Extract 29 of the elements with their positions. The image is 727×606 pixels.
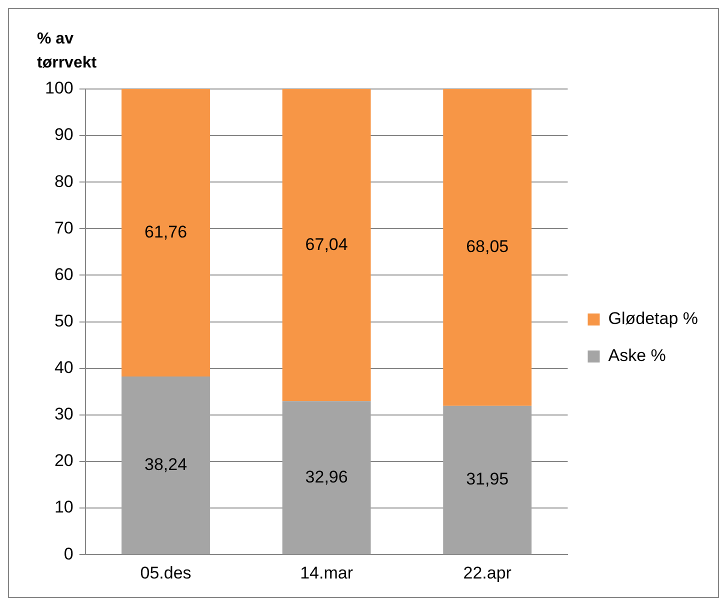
legend-label: Glødetap % <box>608 309 698 328</box>
y-tick-label: 90 <box>54 125 74 144</box>
y-tick-label: 40 <box>54 358 74 378</box>
data-label: 31,95 <box>466 470 509 489</box>
y-tick-label: 20 <box>54 451 74 470</box>
y-axis-title: % av tørrvekt <box>37 30 98 72</box>
bar <box>122 376 210 554</box>
bar <box>282 401 371 554</box>
y-tick-label: 50 <box>54 311 74 330</box>
y-tick-label: 70 <box>54 218 74 238</box>
x-tick-label: 22.apr <box>463 563 512 582</box>
bar <box>443 89 532 406</box>
legend-label: Aske % <box>608 346 666 366</box>
bar <box>443 406 532 554</box>
data-label: 68,05 <box>466 237 509 256</box>
data-label: 38,24 <box>144 455 188 474</box>
bar <box>122 89 210 377</box>
y-tick-label: 0 <box>64 544 74 564</box>
data-label: 67,04 <box>305 234 348 254</box>
y-tick-label: 80 <box>54 172 74 191</box>
y-tick-label: 10 <box>54 498 74 517</box>
x-tick-label: 14.mar <box>300 563 354 582</box>
x-tick-label: 05.des <box>140 563 192 582</box>
y-tick-label: 100 <box>44 78 74 98</box>
y-tick-label: 60 <box>54 264 74 284</box>
data-label: 32,96 <box>305 467 348 486</box>
bar <box>282 89 371 402</box>
data-label: 61,76 <box>144 222 188 242</box>
y-tick-label: 30 <box>54 404 74 424</box>
